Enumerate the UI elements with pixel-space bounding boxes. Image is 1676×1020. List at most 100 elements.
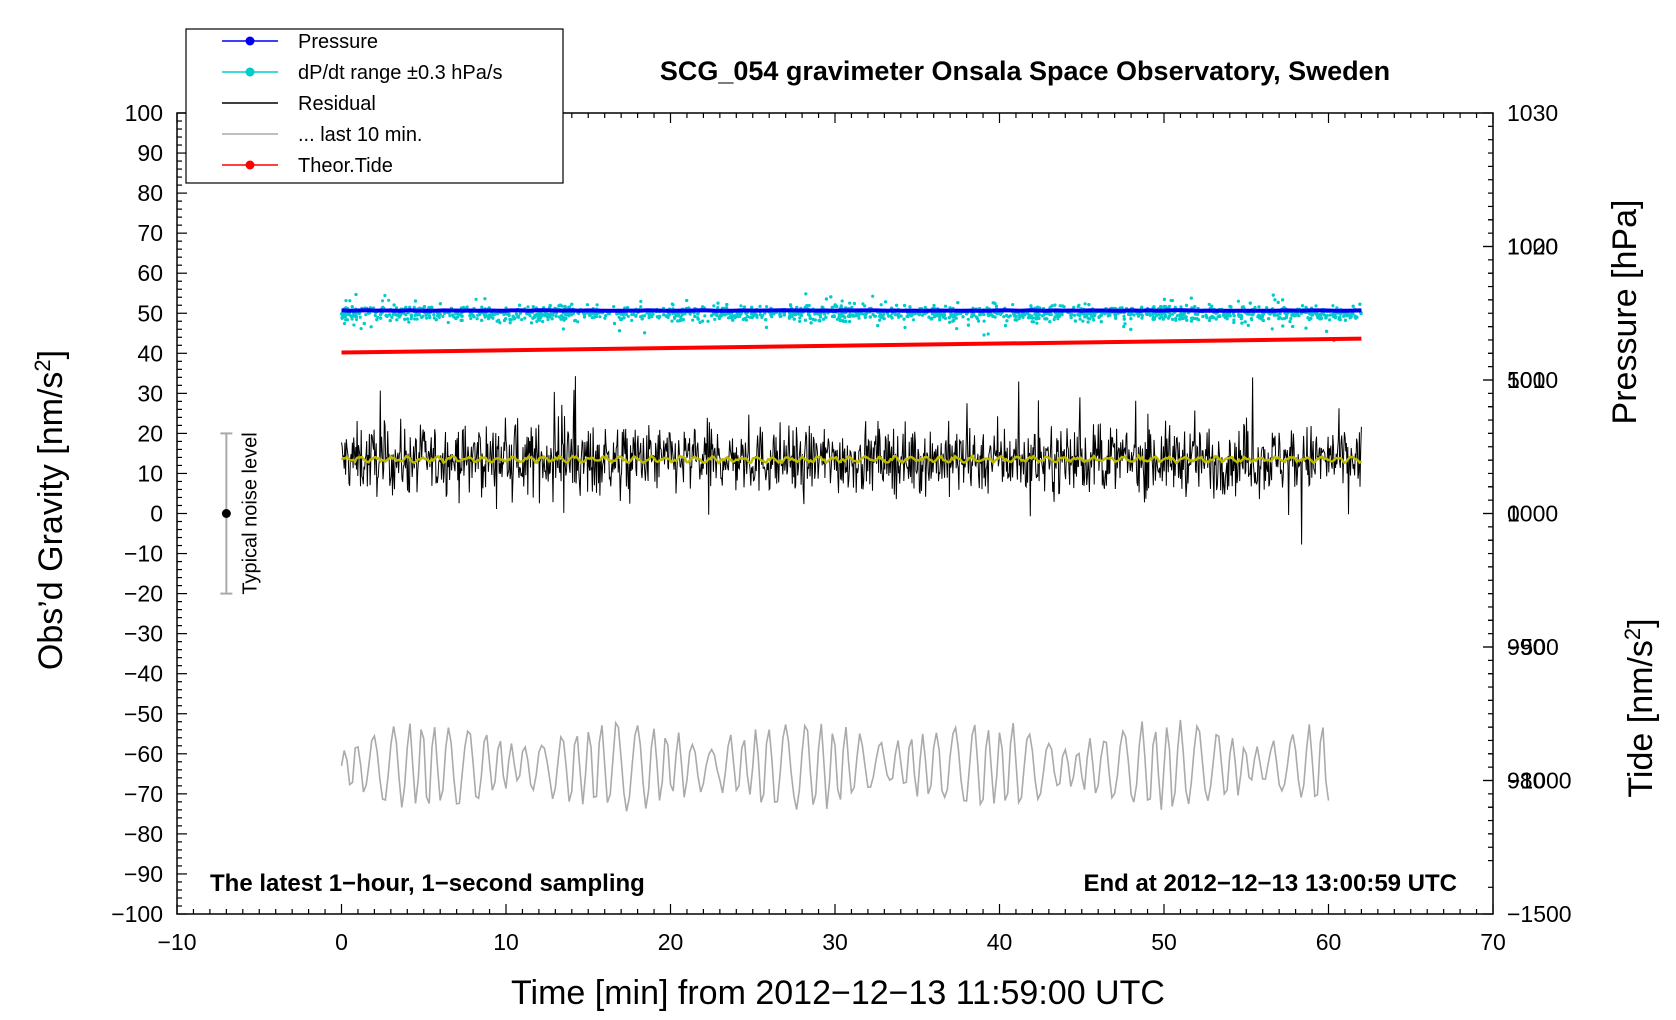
dpdt-point — [824, 315, 828, 319]
dpdt-point — [634, 313, 638, 317]
dpdt-point — [1023, 313, 1027, 317]
dpdt-point — [950, 313, 955, 317]
dpdt-point — [1239, 313, 1243, 317]
dpdt-point — [649, 313, 653, 317]
dpdt-point — [929, 317, 933, 321]
dpdt-point — [795, 305, 799, 309]
y-left-tick-label: 20 — [137, 420, 163, 446]
dpdt-point — [474, 297, 478, 301]
dpdt-point — [850, 305, 854, 309]
dpdt-point — [415, 312, 419, 316]
dpdt-point — [1253, 306, 1257, 310]
y-axis-title-tide: Tide [nm/s2] — [1620, 618, 1661, 797]
dpdt-point — [626, 314, 630, 318]
dpdt-point — [454, 316, 458, 321]
dpdt-point — [388, 319, 392, 323]
y-pressure-tick-label: 1000 — [1507, 501, 1558, 527]
dpdt-point — [343, 312, 347, 316]
dpdt-point — [895, 303, 899, 307]
dpdt-point — [1028, 314, 1032, 318]
dpdt-point — [1168, 313, 1172, 317]
dpdt-point — [737, 314, 741, 319]
y-left-tick-label: −20 — [124, 581, 163, 607]
dpdt-point — [966, 317, 970, 321]
dpdt-point — [516, 315, 521, 319]
dpdt-point — [1271, 293, 1275, 297]
dpdt-point — [1055, 313, 1059, 317]
dpdt-point — [716, 306, 720, 310]
dpdt-point — [1358, 302, 1362, 306]
dpdt-point — [436, 314, 440, 318]
dpdt-point — [350, 314, 354, 319]
pressure-series — [341, 308, 1362, 313]
dpdt-point — [739, 304, 743, 308]
legend-label: Theor.Tide — [298, 155, 393, 177]
dpdt-point — [671, 303, 675, 307]
dpdt-point — [1108, 313, 1112, 317]
dpdt-point — [954, 313, 958, 317]
dpdt-point — [1205, 314, 1209, 319]
y-tide-tick-label: 1000 — [1507, 234, 1558, 260]
dpdt-point — [415, 317, 419, 321]
x-tick-label: 30 — [822, 929, 848, 955]
dpdt-point — [589, 312, 593, 316]
dpdt-point — [676, 319, 680, 323]
dpdt-point — [1236, 299, 1240, 303]
dpdt-point — [808, 314, 812, 318]
dpdt-point — [881, 314, 885, 318]
dpdt-point — [546, 318, 550, 322]
dpdt-point — [570, 302, 574, 306]
dpdt-point — [480, 305, 484, 309]
dpdt-point — [666, 315, 670, 319]
dpdt-point — [798, 319, 802, 323]
dpdt-point — [486, 314, 490, 318]
dpdt-point — [567, 314, 571, 318]
dpdt-point — [409, 317, 413, 321]
dpdt-point — [1170, 317, 1175, 321]
y-left-tick-label: −100 — [111, 901, 163, 927]
dpdt-point — [1179, 305, 1183, 309]
dpdt-point — [731, 318, 735, 322]
dpdt-point — [955, 327, 959, 331]
dpdt-point — [986, 332, 990, 336]
dpdt-point — [1012, 313, 1016, 317]
dpdt-point — [434, 318, 438, 322]
dpdt-point — [938, 313, 942, 317]
dpdt-point — [354, 317, 359, 322]
dpdt-point — [807, 303, 811, 308]
y-tide-tick-label: 500 — [1507, 367, 1545, 393]
y-pressure-tick-label: 1010 — [1507, 367, 1558, 393]
dpdt-point — [733, 314, 737, 318]
dpdt-point — [803, 305, 807, 310]
dpdt-point — [975, 317, 980, 321]
dpdt-point — [1090, 311, 1094, 315]
dpdt-point — [712, 304, 716, 308]
dpdt-point — [1005, 319, 1009, 323]
dpdt-point — [1152, 305, 1156, 309]
dpdt-point — [1189, 296, 1193, 300]
dpdt-point — [359, 327, 363, 331]
dpdt-point — [887, 314, 891, 318]
dpdt-point — [630, 313, 634, 317]
dpdt-point — [475, 317, 479, 321]
annotation-right: End at 2012−12−13 13:00:59 UTC — [1083, 870, 1457, 897]
dpdt-point — [438, 312, 442, 316]
dpdt-point — [1045, 317, 1049, 321]
dpdt-point — [1026, 311, 1030, 315]
dpdt-point — [403, 317, 407, 321]
dpdt-point — [1011, 303, 1015, 307]
y-left-tick-label: 50 — [137, 300, 163, 326]
dpdt-point — [603, 316, 607, 320]
dpdt-point — [529, 321, 534, 325]
dpdt-point — [509, 318, 513, 322]
dpdt-point — [906, 314, 910, 319]
dpdt-point — [381, 305, 385, 309]
dpdt-point — [1003, 324, 1008, 328]
dpdt-point — [864, 313, 868, 317]
dpdt-point — [778, 314, 782, 319]
y-tide-tick-label: −1500 — [1507, 901, 1572, 927]
y-pressure-tick-label: 980 — [1507, 768, 1545, 794]
x-tick-label: 70 — [1480, 929, 1506, 955]
dpdt-point — [576, 320, 580, 324]
dpdt-point — [505, 312, 509, 316]
